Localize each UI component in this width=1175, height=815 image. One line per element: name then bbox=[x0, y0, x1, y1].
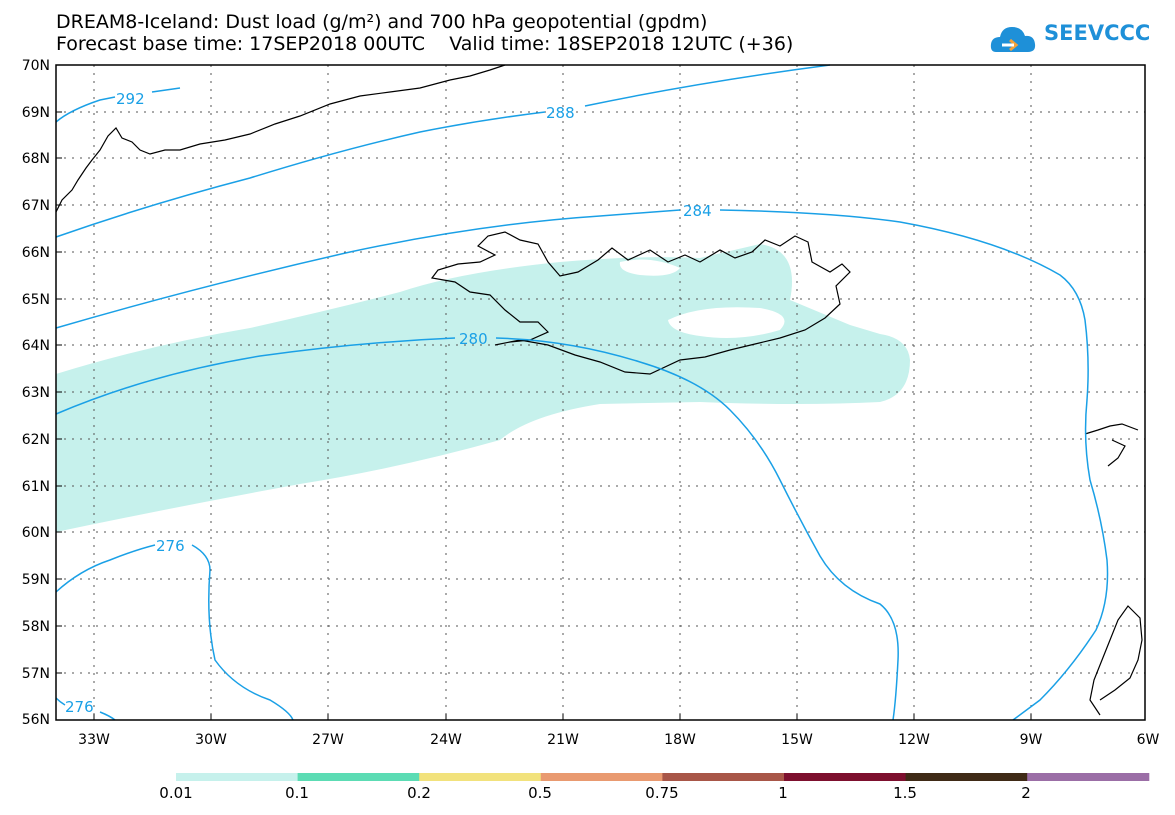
map-subtitle: Forecast base time: 17SEP2018 00UTC Vali… bbox=[56, 33, 794, 55]
lon-label: 15W bbox=[781, 732, 813, 748]
longitude-ticks bbox=[93, 714, 1032, 720]
lat-label: 67N bbox=[22, 198, 50, 214]
colorbar-segment bbox=[784, 773, 907, 781]
lat-label: 61N bbox=[22, 479, 50, 495]
colorbar-label: 2 bbox=[1021, 784, 1031, 802]
contour-label: 284 bbox=[683, 202, 712, 220]
colorbar-label: 0.2 bbox=[407, 784, 431, 802]
lon-label: 30W bbox=[195, 732, 227, 748]
colorbar-segment bbox=[419, 773, 542, 781]
lon-label: 12W bbox=[898, 732, 930, 748]
geopotential-contours bbox=[55, 64, 1109, 721]
latitude-labels: 70N 69N 68N 67N 66N 65N 64N 63N 62N 61N … bbox=[22, 58, 50, 728]
contour-276-a bbox=[55, 544, 294, 721]
colorbar-segment bbox=[540, 773, 663, 781]
dust-gap-north bbox=[619, 259, 680, 276]
cloud-logo-icon bbox=[990, 27, 1036, 52]
lat-label: 68N bbox=[22, 151, 50, 167]
colorbar-label: 0.5 bbox=[528, 784, 552, 802]
lat-label: 62N bbox=[22, 432, 50, 448]
scandinavia-coast bbox=[1084, 423, 1143, 716]
colorbar-label: 0.1 bbox=[285, 784, 309, 802]
map-title: DREAM8-Iceland: Dust load (g/m²) and 700… bbox=[56, 11, 708, 33]
lat-label: 65N bbox=[22, 292, 50, 308]
latitude-ticks bbox=[56, 111, 62, 674]
colorbar-segment bbox=[176, 773, 299, 781]
lat-label: 59N bbox=[22, 572, 50, 588]
colorbar-label: 1 bbox=[778, 784, 788, 802]
lat-label: 69N bbox=[22, 105, 50, 121]
logo-text: SEEVCCC bbox=[1044, 21, 1151, 45]
lat-label: 70N bbox=[22, 58, 50, 74]
lon-label: 24W bbox=[430, 732, 462, 748]
dust-region bbox=[56, 244, 910, 532]
colorbar-label: 0.75 bbox=[645, 784, 679, 802]
colorbar-segment bbox=[662, 773, 785, 781]
lon-label: 33W bbox=[78, 732, 110, 748]
lat-label: 57N bbox=[22, 666, 50, 682]
contour-label: 276 bbox=[156, 537, 185, 555]
lat-label: 58N bbox=[22, 619, 50, 635]
colorbar-label: 0.01 bbox=[159, 784, 193, 802]
lon-label: 27W bbox=[312, 732, 344, 748]
grid-lines bbox=[56, 65, 1145, 720]
contour-288 bbox=[55, 64, 831, 238]
lon-label: 21W bbox=[547, 732, 579, 748]
coastlines bbox=[55, 64, 1143, 716]
lon-label: 18W bbox=[664, 732, 696, 748]
greenland-coast bbox=[55, 64, 506, 213]
iceland-coast bbox=[430, 231, 851, 375]
contour-label: 292 bbox=[116, 90, 145, 108]
lat-label: 66N bbox=[22, 245, 50, 261]
colorbar-label: 1.5 bbox=[893, 784, 917, 802]
contour-280 bbox=[55, 337, 899, 721]
lon-label: 6W bbox=[1137, 732, 1160, 748]
contour-label: 280 bbox=[459, 330, 488, 348]
dust-gap-inner bbox=[668, 307, 785, 338]
colorbar-segment bbox=[905, 773, 1028, 781]
colorbar-segment bbox=[297, 773, 420, 781]
lon-label: 9W bbox=[1020, 732, 1043, 748]
colorbar-segment bbox=[1027, 773, 1150, 781]
contour-label: 288 bbox=[546, 104, 575, 122]
lat-label: 63N bbox=[22, 385, 50, 401]
lat-label: 64N bbox=[22, 338, 50, 354]
lat-label: 60N bbox=[22, 525, 50, 541]
colorbar bbox=[176, 773, 1150, 781]
contour-284 bbox=[55, 209, 1109, 721]
contour-label: 276 bbox=[65, 698, 94, 716]
lat-label: 56N bbox=[22, 712, 50, 728]
contour-292 bbox=[55, 87, 181, 123]
longitude-labels: 33W 30W 27W 24W 21W 18W 15W 12W 9W 6W bbox=[78, 732, 1159, 748]
